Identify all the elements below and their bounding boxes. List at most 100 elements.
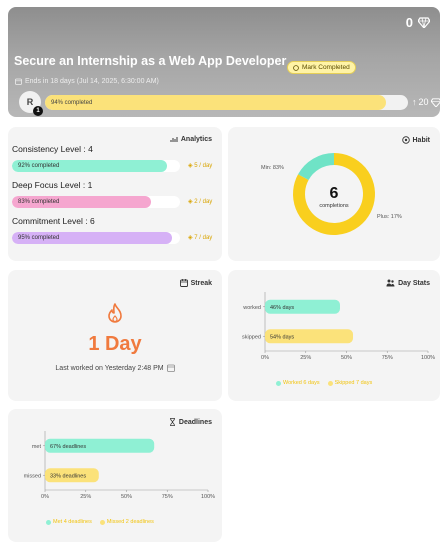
habit-card: Habit 6 completions Min: 83% Plus: 17% [228, 127, 440, 261]
ends-label: Ends in 18 days (Jul 14, 2025, 6:30:00 A… [25, 78, 159, 85]
gem-counter: 0 [406, 15, 430, 30]
metric-bar: 83% completed [12, 196, 180, 208]
goal-progress-fill: 94% completed [45, 95, 387, 110]
metric-bar-fill: 92% completed [12, 160, 167, 172]
deadlines-legend: Met 4 deadlines Missed 2 deadlines [46, 519, 154, 525]
donut-slice-min [293, 153, 375, 235]
metric-commitment: Commitment Level : 6 95% completed ◈ 7 /… [12, 216, 212, 244]
metric-label: Deep Focus Level : 1 [12, 180, 93, 190]
metric-gem-rate: ◈ 2 / day [188, 199, 213, 205]
legend-label: Worked 6 days [283, 380, 320, 386]
streak-last-worked: Last worked on Yesterday 2:48 PM [8, 364, 222, 372]
day-stats-legend: Worked 6 days Skipped 7 days [276, 380, 372, 386]
reward: ↑ 20 [412, 97, 440, 107]
legend-label: Met 4 deadlines [53, 519, 92, 525]
metric-gem-rate: ◈ 7 / day [188, 235, 213, 241]
circle-check-icon [293, 64, 299, 71]
reward-value: 20 [418, 97, 429, 107]
day-stats-header: Day Stats [386, 279, 430, 287]
hourglass-icon [169, 418, 175, 426]
metric-bar-label: 92% completed [18, 163, 60, 169]
analytics-header: Analytics [170, 136, 212, 143]
day-stats-card: Day Stats 0% 25% 50% 75% 100% worked 46% days s… [228, 270, 440, 401]
users-icon [386, 279, 395, 287]
goal-title: Secure an Internship as a Web App Develo… [14, 54, 287, 68]
streak-card: Streak 1 Day Last worked on Yesterday 2:… [8, 270, 222, 401]
metric-gem-text: 7 / day [194, 235, 213, 241]
metric-gem-rate: ◈ 5 / day [188, 163, 213, 169]
flame-icon [108, 303, 122, 323]
bar-label: 54% days [270, 334, 294, 340]
goal-progress-label: 94% completed [51, 99, 93, 106]
calendar-icon [166, 364, 175, 372]
habit-title: Habit [412, 136, 431, 144]
calendar-icon [15, 78, 22, 85]
y-tick-label: worked [242, 305, 261, 311]
bar-label: 33% deadlines [50, 473, 86, 479]
habit-min-label: Min: 83% [261, 165, 284, 171]
avatar-badge: 1 [33, 106, 43, 116]
x-tick-label: 75% [382, 355, 393, 361]
metric-label: Consistency Level : 4 [12, 144, 93, 154]
bar-met [45, 438, 155, 453]
bar-label: 67% deadlines [50, 444, 86, 450]
x-tick-label: 75% [162, 494, 173, 500]
deadlines-title: Deadlines [178, 418, 212, 426]
x-tick-label: 50% [341, 355, 352, 361]
mark-completed-button[interactable]: Mark Completed [287, 61, 356, 74]
diamond-icon [430, 97, 440, 107]
y-tick-label: missed [24, 473, 41, 479]
metric-bar-fill: 95% completed [12, 232, 172, 244]
bar-label: 46% days [270, 305, 294, 311]
metric-gem-text: 5 / day [194, 163, 213, 169]
metric-bar-label: 83% completed [18, 199, 60, 205]
legend-item: Skipped 7 days [327, 380, 373, 386]
analytics-title: Analytics [180, 136, 212, 143]
x-tick-label: 0% [41, 494, 49, 500]
streak-value: 1 Day [88, 333, 142, 355]
avatar-initial: R [26, 97, 34, 107]
deadlines-chart: 0% 25% 50% 75% 100% met 67% deadlines missed 33%… [24, 431, 215, 500]
x-tick-label: 25% [300, 355, 311, 361]
goal-deadline-text: Ends in 18 days (Jul 14, 2025, 6:30:00 A… [15, 78, 159, 85]
metric-bar-label: 95% completed [18, 235, 60, 241]
day-stats-chart: 0% 25% 50% 75% 100% worked 46% days skipped 54% … [242, 292, 435, 361]
y-tick-label: met [32, 444, 42, 450]
x-tick-label: 50% [121, 494, 132, 500]
avatar[interactable]: R 1 [19, 91, 43, 116]
arrow-up-icon: ↑ [412, 97, 417, 107]
metric-label: Commitment Level : 6 [12, 216, 95, 226]
gem-count-value: 0 [405, 15, 413, 30]
bar-chart-icon [170, 137, 178, 142]
metric-consistency: Consistency Level : 4 92% completed ◈ 5 … [12, 144, 212, 172]
habit-center-value: 6 [330, 185, 339, 202]
calendar-icon [179, 279, 188, 287]
bar-worked [265, 299, 340, 314]
streak-title: Streak [190, 279, 212, 287]
analytics-card: Analytics Consistency Level : 4 92% comp… [8, 127, 222, 261]
metric-gem-text: 2 / day [194, 199, 213, 205]
legend-label: Missed 2 deadlines [106, 519, 154, 525]
x-tick-label: 100% [201, 494, 215, 500]
x-tick-label: 100% [421, 355, 435, 361]
mark-completed-label: Mark Completed [302, 64, 350, 71]
legend-item: Missed 2 deadlines [99, 519, 154, 525]
habit-header: Habit [401, 136, 431, 144]
legend-item: Worked 6 days [276, 380, 320, 386]
metric-deep-focus: Deep Focus Level : 1 83% completed ◈ 2 /… [12, 180, 212, 208]
metric-bar: 92% completed [12, 160, 180, 172]
deadlines-card: Deadlines 0% 25% 50% 75% 100% met 67% deadline… [8, 409, 222, 542]
y-tick-label: skipped [242, 334, 261, 340]
bar-missed [45, 468, 99, 483]
streak-header: Streak [179, 279, 212, 287]
legend-label: Skipped 7 days [334, 380, 373, 386]
x-tick-label: 0% [261, 355, 269, 361]
goal-banner: 0 Secure an Internship as a Web App Deve… [8, 7, 440, 117]
goal-progress-bar: 94% completed [45, 95, 408, 110]
streak-last-text: Last worked on Yesterday 2:48 PM [55, 364, 164, 372]
deadlines-header: Deadlines [169, 418, 212, 426]
target-icon [401, 136, 410, 144]
habit-donut-chart: 6 completions Min: 83% Plus: 17% [261, 153, 402, 235]
metric-bar: 95% completed [12, 232, 180, 244]
